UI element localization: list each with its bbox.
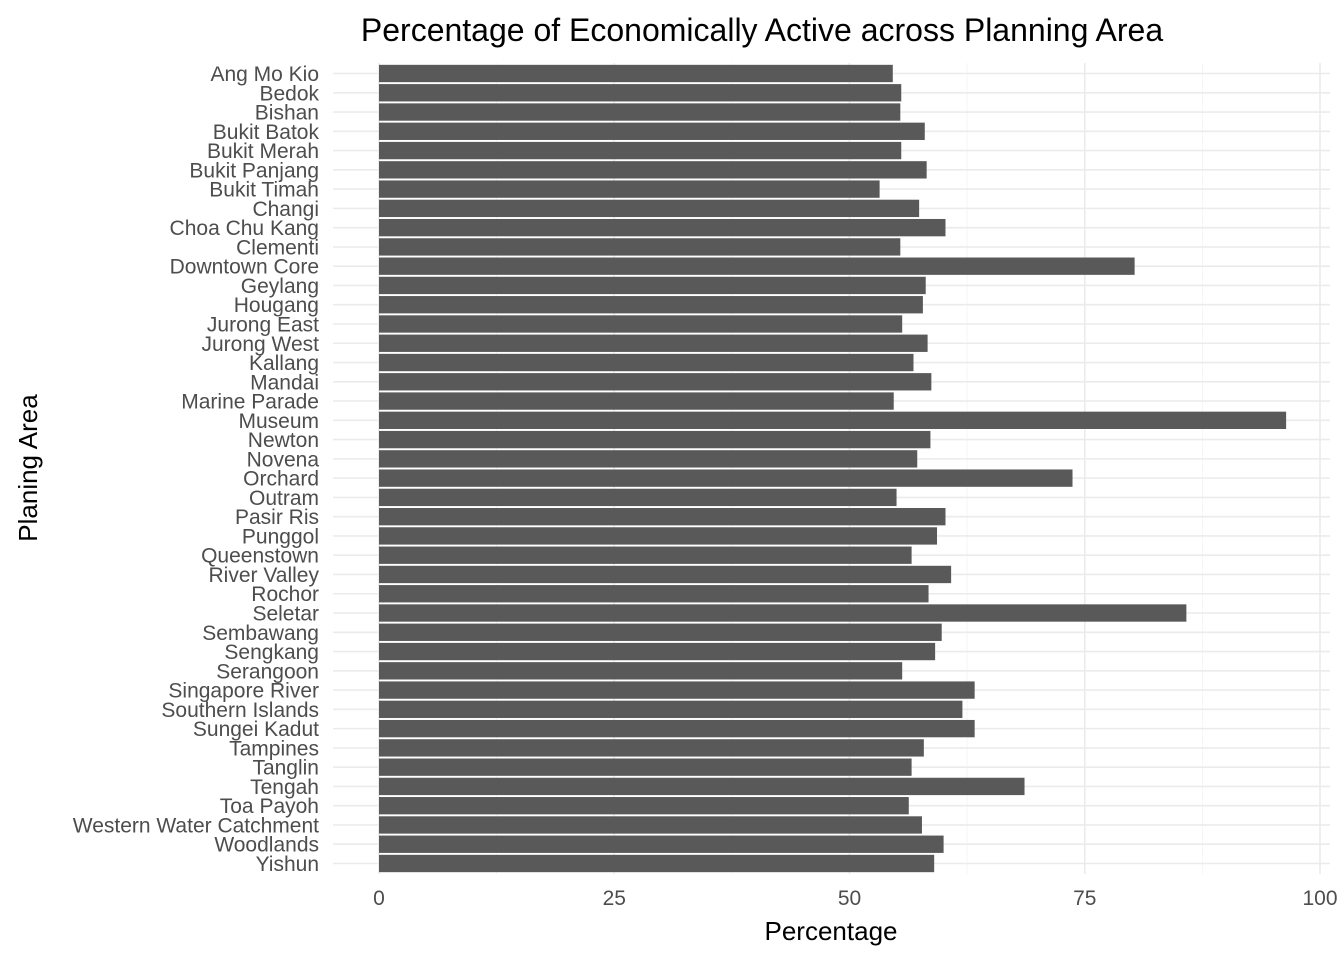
bar <box>379 238 901 256</box>
bars <box>379 64 1287 873</box>
bar <box>379 161 927 179</box>
x-tick-label: 100 <box>1302 887 1337 910</box>
bar <box>379 604 1187 622</box>
bar <box>379 758 912 776</box>
y-tick-label: Singapore River <box>168 680 319 703</box>
y-tick-label: Southern Islands <box>161 699 319 722</box>
bar <box>379 623 942 641</box>
x-tick-label: 25 <box>603 887 626 910</box>
bar <box>379 546 912 564</box>
chart-title: Percentage of Economically Active across… <box>361 12 1163 48</box>
y-tick-label: Western Water Catchment <box>73 814 319 837</box>
y-tick-label: Bukit Merah <box>207 140 319 163</box>
y-tick-label: Sengkang <box>224 641 319 664</box>
y-tick-label: Rochor <box>251 583 319 606</box>
y-tick-label: Changi <box>252 198 319 221</box>
y-tick-label: Bedok <box>259 82 319 105</box>
y-tick-label: Tampines <box>229 737 319 760</box>
bar <box>379 508 946 526</box>
bar <box>379 527 938 545</box>
y-tick-label: Newton <box>248 429 319 452</box>
bar <box>379 199 920 218</box>
y-tick-label: Toa Payoh <box>220 795 319 818</box>
y-tick-label: Clementi <box>236 236 319 259</box>
bar <box>379 835 944 853</box>
bar <box>379 854 935 873</box>
y-tick-label: Orchard <box>243 468 319 491</box>
bar <box>379 430 931 449</box>
y-tick-label: Geylang <box>241 275 319 298</box>
bar <box>379 64 893 83</box>
bar <box>379 276 926 295</box>
bar <box>379 257 1135 275</box>
x-tick-label: 50 <box>838 887 861 910</box>
y-tick-label: Outram <box>249 487 319 510</box>
bar <box>379 488 897 507</box>
bar <box>379 662 903 680</box>
y-tick-label: Marine Parade <box>181 391 319 414</box>
x-tick-label: 0 <box>373 887 385 910</box>
y-tick-label: Sungei Kadut <box>193 718 319 741</box>
bar <box>379 816 922 834</box>
bar <box>379 450 918 468</box>
y-tick-label: Bukit Timah <box>209 179 319 202</box>
y-tick-label: Museum <box>238 410 319 433</box>
x-tick-labels: 0 25 50 75 100 <box>373 887 1337 910</box>
bar <box>379 334 928 352</box>
bar <box>379 700 963 719</box>
y-tick-label: Mandai <box>250 371 319 394</box>
y-tick-label: Punggol <box>242 525 319 548</box>
x-tick-label: 75 <box>1073 887 1096 910</box>
bar <box>379 797 909 815</box>
bar <box>379 315 903 333</box>
bar <box>379 84 902 102</box>
bar <box>379 777 1025 796</box>
y-tick-label: Pasir Ris <box>235 506 319 529</box>
y-tick-label: Woodlands <box>214 834 319 857</box>
bar <box>379 642 936 661</box>
y-tick-label: Serangoon <box>216 660 319 683</box>
bar <box>379 353 914 372</box>
bar <box>379 103 901 121</box>
y-tick-label: Choa Chu Kang <box>170 217 319 240</box>
y-tick-label: Downtown Core <box>170 256 319 279</box>
y-tick-label: Seletar <box>252 603 319 626</box>
y-axis-title: Planing Area <box>13 394 43 542</box>
y-tick-label: Tengah <box>250 776 319 799</box>
bar <box>379 373 932 391</box>
y-tick-label: Bishan <box>255 102 319 125</box>
y-tick-label: Jurong East <box>207 313 319 336</box>
y-tick-label: Hougang <box>234 294 319 317</box>
y-tick-label: Queenstown <box>201 545 319 568</box>
x-axis-title: Percentage <box>765 916 898 946</box>
bar <box>379 719 975 738</box>
bar <box>379 296 923 314</box>
bar <box>379 180 880 198</box>
y-tick-label: Ang Mo Kio <box>210 63 319 86</box>
bar <box>379 218 946 237</box>
bar <box>379 392 894 410</box>
y-tick-label: Bukit Panjang <box>189 159 319 182</box>
y-tick-label: Yishun <box>256 853 319 876</box>
bar <box>379 585 929 603</box>
y-tick-label: Jurong West <box>202 333 320 356</box>
y-tick-label: Kallang <box>249 352 319 375</box>
bar <box>379 469 1073 487</box>
y-tick-label: Sembawang <box>202 622 319 645</box>
y-tick-label: River Valley <box>209 564 320 587</box>
bar <box>379 122 925 140</box>
bar <box>379 565 952 584</box>
bar <box>379 681 975 699</box>
y-tick-label: Novena <box>247 448 320 471</box>
bar <box>379 739 924 757</box>
y-tick-label: Tanglin <box>252 757 319 780</box>
bar <box>379 411 1287 429</box>
bar <box>379 141 902 160</box>
y-tick-label: Bukit Batok <box>213 121 320 144</box>
